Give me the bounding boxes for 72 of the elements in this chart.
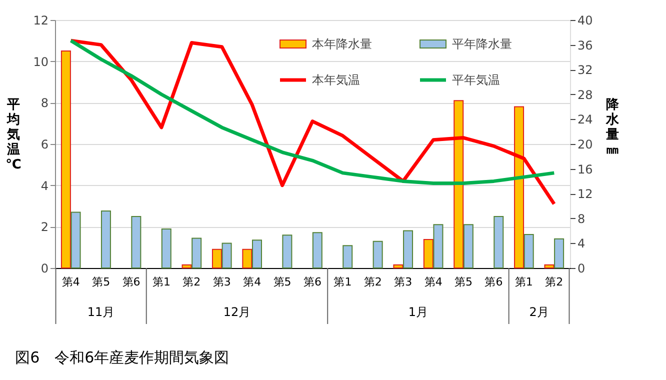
bar [463, 224, 474, 268]
y2-tick-label: 24 [578, 112, 593, 127]
y-tick-label: 4 [40, 178, 48, 193]
y2-tick-label: 32 [578, 63, 593, 78]
x-tick-label: 第6 [304, 276, 322, 288]
x-tick-label: 第3 [394, 276, 412, 288]
x-tick-label: 第1 [152, 276, 170, 288]
y2-tick-label: 0 [578, 262, 586, 276]
x-tick-label: 第2 [364, 276, 382, 288]
legend-label: 本年気温 [312, 73, 360, 87]
y2-tick-label: 20 [578, 138, 593, 152]
y2-axis-title: 降水量㎜ [605, 98, 620, 158]
x-tick-label: 第6 [122, 276, 140, 288]
x-tick-label: 第5 [454, 276, 473, 288]
bar [403, 230, 414, 268]
y-axis-title: 平均気温℃ [6, 98, 22, 172]
bar [554, 238, 564, 268]
bar [433, 224, 444, 268]
x-tick-label: 第5 [92, 276, 110, 288]
y2-tick-label: 16 [578, 162, 593, 176]
x-tick-label: 第1 [334, 276, 352, 288]
y-tick-label: 10 [33, 54, 48, 69]
text: 図6 令和6年産麦作期間気象図 [15, 348, 230, 366]
bar [544, 264, 554, 268]
bar [212, 248, 222, 268]
y2-tick-label: 28 [578, 88, 593, 102]
y-tick-label: 6 [40, 138, 48, 152]
legend-label: 本年降水量 [312, 37, 372, 51]
bar [494, 216, 504, 268]
bar [342, 245, 353, 268]
y-tick-label: 0 [40, 262, 48, 276]
bar [222, 242, 232, 268]
bar [131, 216, 142, 268]
bar [161, 228, 172, 268]
legend-label: 平年気温 [452, 73, 500, 87]
bar [192, 238, 202, 268]
y-tick-label: 2 [40, 220, 48, 234]
x-tick-label: 第4 [424, 276, 442, 288]
y2-tick-label: 12 [578, 187, 593, 202]
bar [70, 212, 81, 268]
y2-tick-label: 36 [578, 38, 593, 52]
x-tick-label: 第5 [273, 276, 292, 288]
bar [372, 240, 383, 268]
text: 1月 [408, 305, 428, 319]
bar [100, 210, 111, 268]
x-tick-label: 第2 [182, 276, 201, 288]
bar [524, 234, 534, 268]
bar [393, 264, 404, 268]
text: 12月 [223, 305, 251, 319]
x-tick-label: 第3 [212, 276, 231, 288]
bar [454, 100, 464, 268]
bar [182, 264, 192, 268]
y2-tick-label: 8 [578, 212, 586, 226]
legend-label: 平年降水量 [452, 37, 512, 51]
y-tick-label: 8 [40, 96, 48, 110]
x-tick-label: 第4 [62, 276, 80, 288]
bar [423, 238, 434, 268]
bar [514, 106, 524, 268]
text: 2月 [529, 305, 549, 319]
bar [60, 50, 71, 268]
x-tick-label: 第2 [545, 276, 564, 288]
bar [282, 234, 292, 268]
y-tick-label: 12 [33, 14, 48, 28]
x-tick-label: 第6 [484, 276, 503, 288]
bar [312, 232, 322, 268]
x-tick-label: 第1 [514, 276, 533, 288]
x-tick-label: 第4 [243, 276, 262, 288]
bar [252, 240, 262, 268]
bar [242, 248, 252, 268]
y2-tick-label: 40 [578, 14, 593, 28]
y2-tick-label: 4 [578, 236, 586, 251]
text: 11月 [87, 305, 115, 319]
